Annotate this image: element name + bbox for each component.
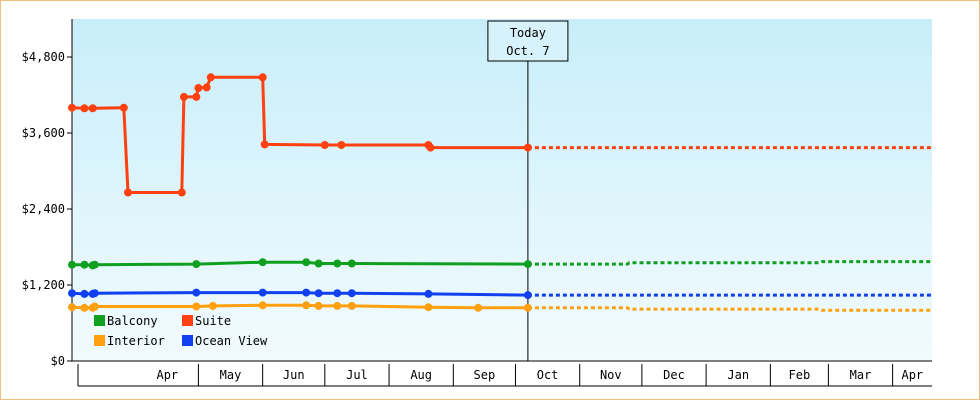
data-point-ocean-view[interactable] [258,288,267,297]
data-point-ocean-view[interactable] [523,291,532,300]
x-tick-label: May [220,368,242,382]
data-point-interior[interactable] [302,301,311,310]
legend-swatch-suite [182,315,193,326]
x-tick-label: Jun [283,368,305,382]
data-point-balcony[interactable] [258,258,267,267]
y-tick-label: $2,400 [22,202,65,216]
data-point-suite[interactable] [337,141,346,149]
data-point-interior[interactable] [314,301,323,310]
y-tick-label: $0 [51,354,65,368]
data-point-ocean-view[interactable] [192,288,201,297]
y-tick-label: $4,800 [22,50,65,64]
x-tick-label: Jan [727,368,749,382]
data-point-suite[interactable] [119,103,128,112]
data-point-interior[interactable] [474,303,483,312]
data-point-suite[interactable] [260,140,269,149]
legend-swatch-interior [94,335,105,346]
data-point-suite[interactable] [177,188,186,197]
x-tick-label: Feb [789,368,811,382]
data-point-ocean-view[interactable] [347,289,356,298]
today-label: Today [510,26,546,40]
series-projection-balcony [527,260,932,266]
x-tick-label: Sep [474,368,496,382]
legend-label-ocean-view: Ocean View [195,334,268,348]
data-point-interior[interactable] [424,303,433,312]
x-tick-label: Apr [901,368,923,382]
data-point-balcony[interactable] [314,259,323,268]
data-point-balcony[interactable] [192,260,201,269]
legend-swatch-ocean-view [182,335,193,346]
x-tick-label: Dec [663,368,685,382]
data-point-ocean-view[interactable] [424,289,433,298]
x-tick-label: Nov [600,368,622,382]
data-point-suite[interactable] [88,104,97,113]
data-point-interior[interactable] [192,302,201,311]
data-point-interior[interactable] [68,303,76,312]
data-point-suite[interactable] [192,92,201,101]
data-point-balcony[interactable] [80,260,89,269]
data-point-suite[interactable] [202,83,211,92]
data-point-balcony[interactable] [523,260,532,269]
today-callout [487,20,569,62]
data-point-ocean-view[interactable] [333,289,342,298]
x-tick-label: Apr [156,368,178,382]
x-tick-label: Jul [346,368,368,382]
series-line-suite [71,75,528,194]
data-point-ocean-view[interactable] [80,289,89,298]
data-point-interior[interactable] [347,301,356,310]
data-point-balcony[interactable] [68,260,76,269]
data-point-suite[interactable] [124,188,132,197]
legend-label-suite: Suite [195,314,231,328]
data-point-suite[interactable] [426,143,435,152]
data-point-suite[interactable] [206,73,215,82]
data-point-ocean-view[interactable] [302,288,311,297]
data-point-ocean-view[interactable] [68,289,76,298]
data-point-suite[interactable] [68,103,76,112]
data-point-interior[interactable] [333,301,342,310]
data-point-interior[interactable] [80,303,89,312]
today-date-label: Oct. 7 [506,44,549,58]
x-tick-label: Aug [410,368,432,382]
data-point-balcony[interactable] [333,259,342,268]
y-tick-label: $1,200 [22,278,65,292]
data-point-ocean-view[interactable] [90,289,99,298]
data-point-interior[interactable] [90,302,99,311]
y-tick-label: $3,600 [22,126,65,140]
x-tick-label: Oct [537,368,559,382]
legend-label-interior: Interior [107,334,165,348]
data-point-suite[interactable] [523,143,532,152]
x-tick-label: Mar [850,368,872,382]
data-point-balcony[interactable] [347,259,356,268]
data-point-suite[interactable] [80,104,89,113]
data-point-interior[interactable] [523,303,532,312]
data-point-interior[interactable] [258,301,267,310]
series-projection-interior [527,306,932,312]
data-point-interior[interactable] [208,301,217,310]
data-point-suite[interactable] [258,73,267,82]
data-point-balcony[interactable] [302,258,311,267]
data-point-suite[interactable] [320,141,329,149]
data-point-balcony[interactable] [90,260,99,269]
data-point-ocean-view[interactable] [314,289,323,298]
legend-swatch-balcony [94,315,105,326]
data-point-suite[interactable] [179,92,188,101]
legend-label-balcony: Balcony [107,314,158,328]
data-point-suite[interactable] [194,84,203,92]
